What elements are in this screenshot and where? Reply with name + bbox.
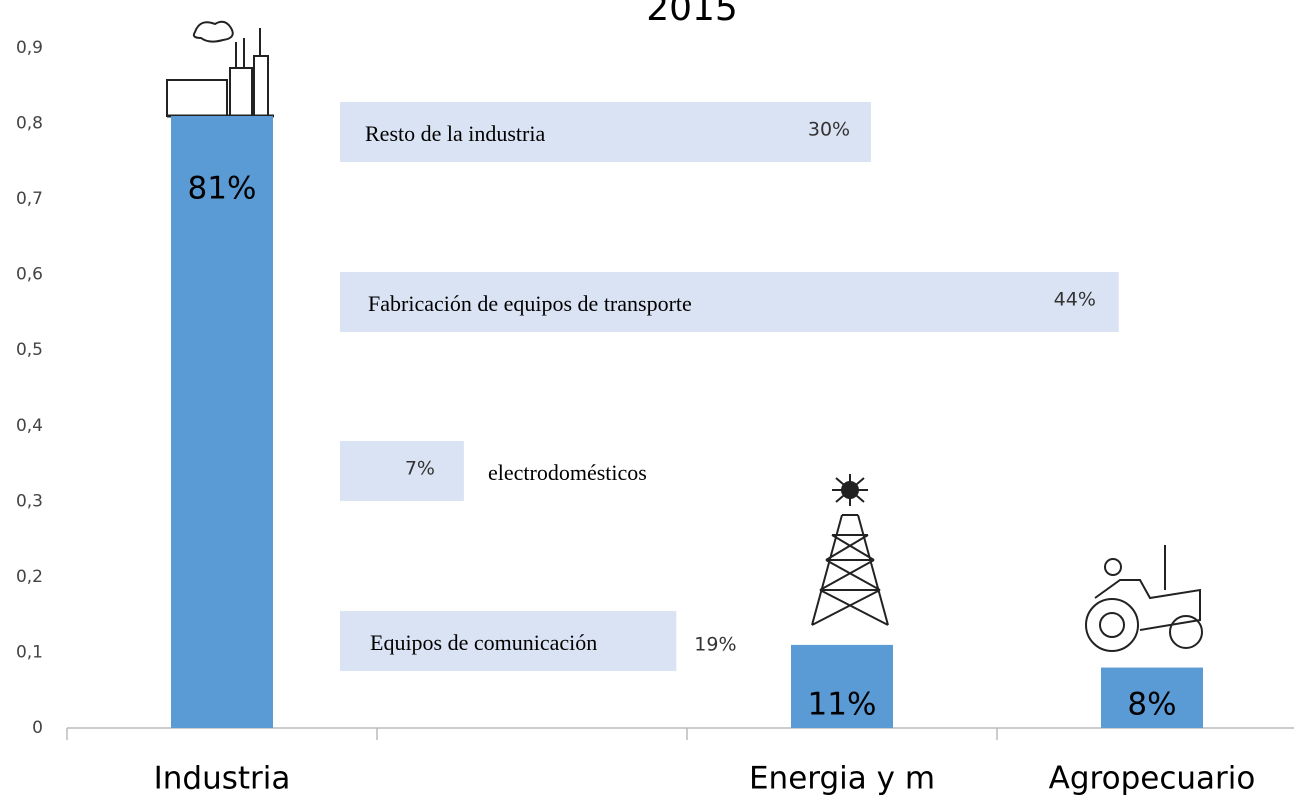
value-label: 11% [808, 687, 877, 723]
breakdown-label: electrodomésticos [488, 460, 647, 485]
breakdown-label: Fabricación de equipos de transporte [368, 291, 692, 316]
chart-title: 2015 [646, 0, 738, 29]
chart: 2015 0 0,1 0,2 0,3 0,4 0,5 0,6 0,7 0,8 0,9 Industr… [0, 0, 1294, 800]
breakdown-value: 19% [694, 634, 736, 656]
x-tick-label: Agropecuario [1049, 761, 1256, 797]
y-tick-label: 0,8 [16, 114, 43, 134]
tractor-icon [1086, 545, 1202, 651]
y-tick-label: 0,9 [16, 38, 43, 58]
breakdown-bar [340, 441, 464, 501]
factory-icon [167, 22, 274, 116]
y-tick-label: 0,1 [16, 642, 43, 662]
value-label: 81% [188, 171, 257, 207]
y-tick-label: 0,4 [16, 416, 43, 436]
y-tick-label: 0,2 [16, 567, 43, 587]
breakdown-value: 7% [405, 458, 435, 480]
x-tick-label: Industria [154, 761, 291, 797]
y-tick-label: 0 [32, 718, 43, 738]
y-tick-label: 0,3 [16, 491, 43, 511]
breakdown-label: Resto de la industria [365, 121, 545, 146]
breakdown-value: 44% [1054, 289, 1096, 311]
bar [171, 116, 273, 728]
y-tick-label: 0,6 [16, 265, 43, 285]
derrick-icon [812, 474, 888, 625]
y-tick-label: 0,7 [16, 189, 43, 209]
value-label: 8% [1127, 687, 1176, 723]
breakdown-value: 30% [808, 119, 850, 141]
y-tick-label: 0,5 [16, 340, 43, 360]
x-tick-label: Energia y m [749, 761, 935, 797]
breakdown-label: Equipos de comunicación [370, 630, 597, 655]
